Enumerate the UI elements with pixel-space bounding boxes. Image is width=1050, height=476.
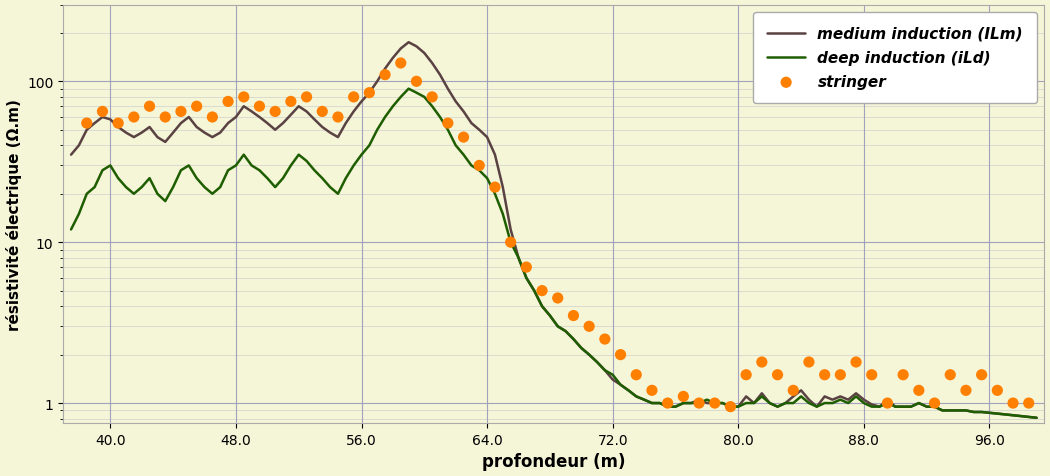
- stringer: [1005, 399, 1022, 407]
- deep induction (iLd): [65, 227, 78, 233]
- stringer: [659, 399, 676, 407]
- stringer: [470, 162, 487, 170]
- stringer: [393, 60, 410, 68]
- stringer: [424, 94, 441, 101]
- stringer: [1021, 399, 1037, 407]
- stringer: [989, 387, 1006, 394]
- stringer: [156, 114, 173, 121]
- stringer: [895, 371, 911, 379]
- stringer: [298, 94, 315, 101]
- medium induction (ILm): [1030, 415, 1043, 421]
- stringer: [440, 120, 457, 128]
- stringer: [172, 109, 189, 116]
- X-axis label: profondeur (m): profondeur (m): [482, 453, 626, 470]
- deep induction (iLd): [402, 87, 415, 92]
- stringer: [832, 371, 848, 379]
- stringer: [377, 72, 394, 79]
- stringer: [314, 109, 331, 116]
- medium induction (ILm): [402, 40, 415, 46]
- deep induction (iLd): [630, 394, 643, 399]
- Y-axis label: résistivité électrique (Ω.m): résistivité électrique (Ω.m): [5, 99, 22, 330]
- medium induction (ILm): [497, 185, 509, 190]
- stringer: [502, 239, 519, 247]
- stringer: [816, 371, 833, 379]
- stringer: [330, 114, 346, 121]
- stringer: [581, 323, 597, 330]
- stringer: [863, 371, 880, 379]
- stringer: [219, 99, 236, 106]
- stringer: [754, 358, 771, 366]
- stringer: [800, 358, 817, 366]
- stringer: [596, 336, 613, 343]
- stringer: [722, 403, 739, 411]
- stringer: [691, 399, 708, 407]
- stringer: [94, 109, 111, 116]
- deep induction (iLd): [127, 191, 140, 197]
- stringer: [707, 399, 723, 407]
- stringer: [282, 99, 299, 106]
- stringer: [910, 387, 927, 394]
- stringer: [455, 134, 471, 142]
- stringer: [770, 371, 786, 379]
- medium induction (ILm): [630, 394, 643, 399]
- medium induction (ILm): [348, 109, 360, 115]
- medium induction (ILm): [246, 109, 258, 115]
- Legend: medium induction (ILm), deep induction (iLd), stringer: medium induction (ILm), deep induction (…: [753, 13, 1036, 104]
- stringer: [345, 94, 362, 101]
- stringer: [141, 103, 158, 111]
- stringer: [486, 184, 503, 191]
- medium induction (ILm): [65, 152, 78, 158]
- stringer: [847, 358, 864, 366]
- deep induction (iLd): [72, 211, 85, 217]
- stringer: [738, 371, 755, 379]
- stringer: [879, 399, 896, 407]
- deep induction (iLd): [246, 163, 258, 169]
- stringer: [644, 387, 660, 394]
- medium induction (ILm): [72, 143, 85, 149]
- Line: deep induction (iLd): deep induction (iLd): [71, 89, 1036, 418]
- stringer: [235, 94, 252, 101]
- medium induction (ILm): [127, 135, 140, 141]
- stringer: [533, 287, 550, 295]
- stringer: [973, 371, 990, 379]
- stringer: [612, 351, 629, 359]
- stringer: [942, 371, 959, 379]
- stringer: [958, 387, 974, 394]
- stringer: [204, 114, 220, 121]
- deep induction (iLd): [348, 163, 360, 169]
- Line: medium induction (ILm): medium induction (ILm): [71, 43, 1036, 418]
- deep induction (iLd): [497, 211, 509, 217]
- stringer: [565, 312, 582, 320]
- stringer: [518, 264, 534, 271]
- stringer: [267, 109, 284, 116]
- stringer: [926, 399, 943, 407]
- stringer: [79, 120, 96, 128]
- stringer: [188, 103, 205, 111]
- stringer: [251, 103, 268, 111]
- stringer: [784, 387, 801, 394]
- stringer: [408, 79, 425, 86]
- stringer: [361, 89, 378, 97]
- deep induction (iLd): [1030, 415, 1043, 421]
- stringer: [628, 371, 645, 379]
- stringer: [549, 295, 566, 302]
- stringer: [675, 393, 692, 400]
- stringer: [125, 114, 142, 121]
- stringer: [110, 120, 127, 128]
